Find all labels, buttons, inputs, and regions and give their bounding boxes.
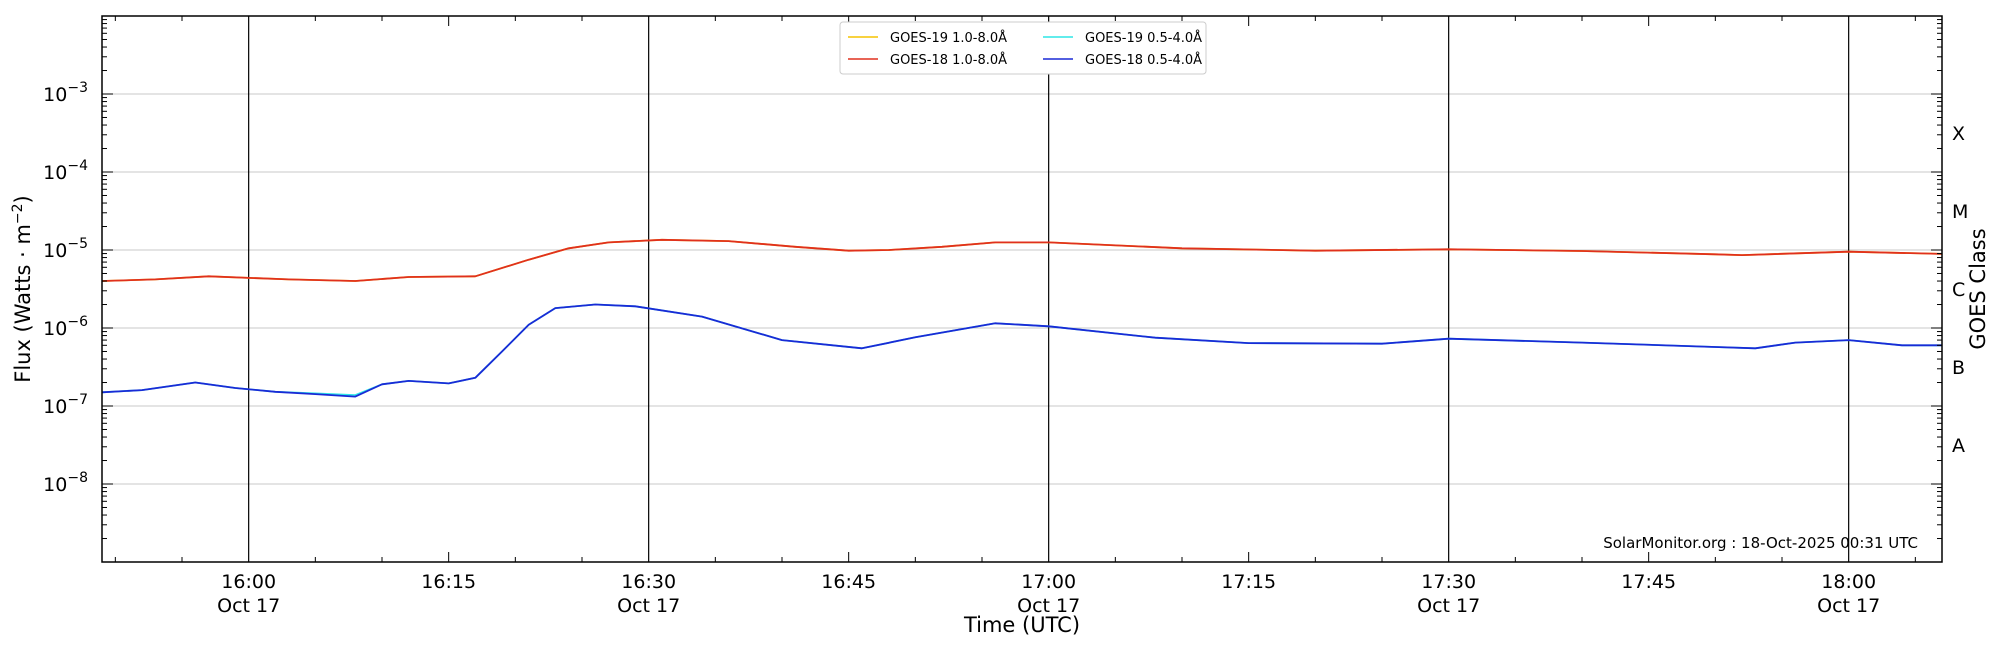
- y-axis-title: Flux (Watts · m−2): [10, 195, 35, 383]
- y-tick-label: 10−6: [43, 314, 88, 340]
- x-tick-label: 17:15: [1221, 571, 1276, 593]
- y-tick-label: 10−5: [43, 236, 88, 262]
- plot-frame: [101, 15, 1943, 563]
- y-tick-base: 10: [43, 162, 67, 184]
- source-annotation: SolarMonitor.org : 18-Oct-2025 00:31 UTC: [1603, 534, 1918, 552]
- x-tick-label: 16:45: [821, 571, 876, 593]
- y-tick-exponent: −6: [67, 314, 88, 330]
- x-tick-label: 18:00: [1821, 571, 1876, 593]
- series-line-4: [101, 303, 1942, 398]
- goes-class-label: A: [1952, 435, 1965, 457]
- y-tick-base: 10: [43, 318, 67, 340]
- x-tick-date-label: Oct 17: [1417, 595, 1480, 617]
- y-tick-label: 10−4: [43, 158, 88, 184]
- x-tick-date-label: Oct 17: [617, 595, 680, 617]
- x-tick-label: 17:45: [1621, 571, 1676, 593]
- y-tick-label: 10−8: [43, 470, 88, 496]
- x-tick-label: 17:30: [1421, 571, 1476, 593]
- x-axis-title: Time (UTC): [963, 613, 1080, 637]
- x-tick-label: 16:00: [221, 571, 276, 593]
- y-tick-base: 10: [43, 84, 67, 106]
- goes-class-label: C: [1952, 279, 1965, 301]
- y-tick-label: 10−3: [43, 80, 88, 106]
- x-tick-label: 16:30: [621, 571, 676, 593]
- legend: GOES-19 1.0-8.0Å GOES-18 1.0-8.0Å GOES-19 …: [839, 21, 1207, 75]
- series-lines: [101, 238, 1943, 398]
- y-tick-label: 10−7: [43, 392, 88, 418]
- goes-class-label: X: [1952, 123, 1965, 145]
- x-tick-label: 17:00: [1021, 571, 1076, 593]
- y-tick-exponent: −5: [67, 236, 88, 252]
- y-tick-base: 10: [43, 396, 67, 418]
- x-tick-date-label: Oct 17: [217, 595, 280, 617]
- y-axis-title-main: Flux (Watts · m: [11, 224, 35, 383]
- x-tick-label: 16:15: [421, 571, 476, 593]
- series-line-2: [101, 238, 1943, 282]
- x-tick-date-label: Oct 17: [1817, 595, 1880, 617]
- x-tick-date-label: Oct 17: [1017, 595, 1080, 617]
- grid-lines: [102, 16, 1942, 562]
- goes-class-label: M: [1952, 201, 1968, 223]
- legend-box: [839, 21, 1207, 75]
- series-line-3: [101, 303, 1942, 397]
- y-tick-exponent: −7: [67, 392, 88, 408]
- goes-class-label: B: [1952, 357, 1965, 379]
- y-axis-title-close: ): [11, 195, 35, 203]
- y-axis-title-sup: −2: [10, 203, 26, 224]
- goes-class-axis-title: GOES Class: [1966, 228, 1990, 349]
- legend-label: GOES-18 1.0-8.0Å: [890, 52, 1007, 68]
- legend-label: GOES-19 0.5-4.0Å: [1085, 30, 1202, 46]
- axis-ticks: [102, 16, 1942, 563]
- y-tick-exponent: −4: [67, 158, 88, 174]
- y-tick-exponent: −3: [67, 80, 88, 96]
- y-tick-base: 10: [43, 240, 67, 262]
- y-tick-exponent: −8: [67, 470, 88, 486]
- y-tick-base: 10: [43, 474, 67, 496]
- legend-label: GOES-19 1.0-8.0Å: [890, 30, 1007, 46]
- series-line-1: [101, 238, 1943, 282]
- legend-label: GOES-18 0.5-4.0Å: [1085, 52, 1202, 68]
